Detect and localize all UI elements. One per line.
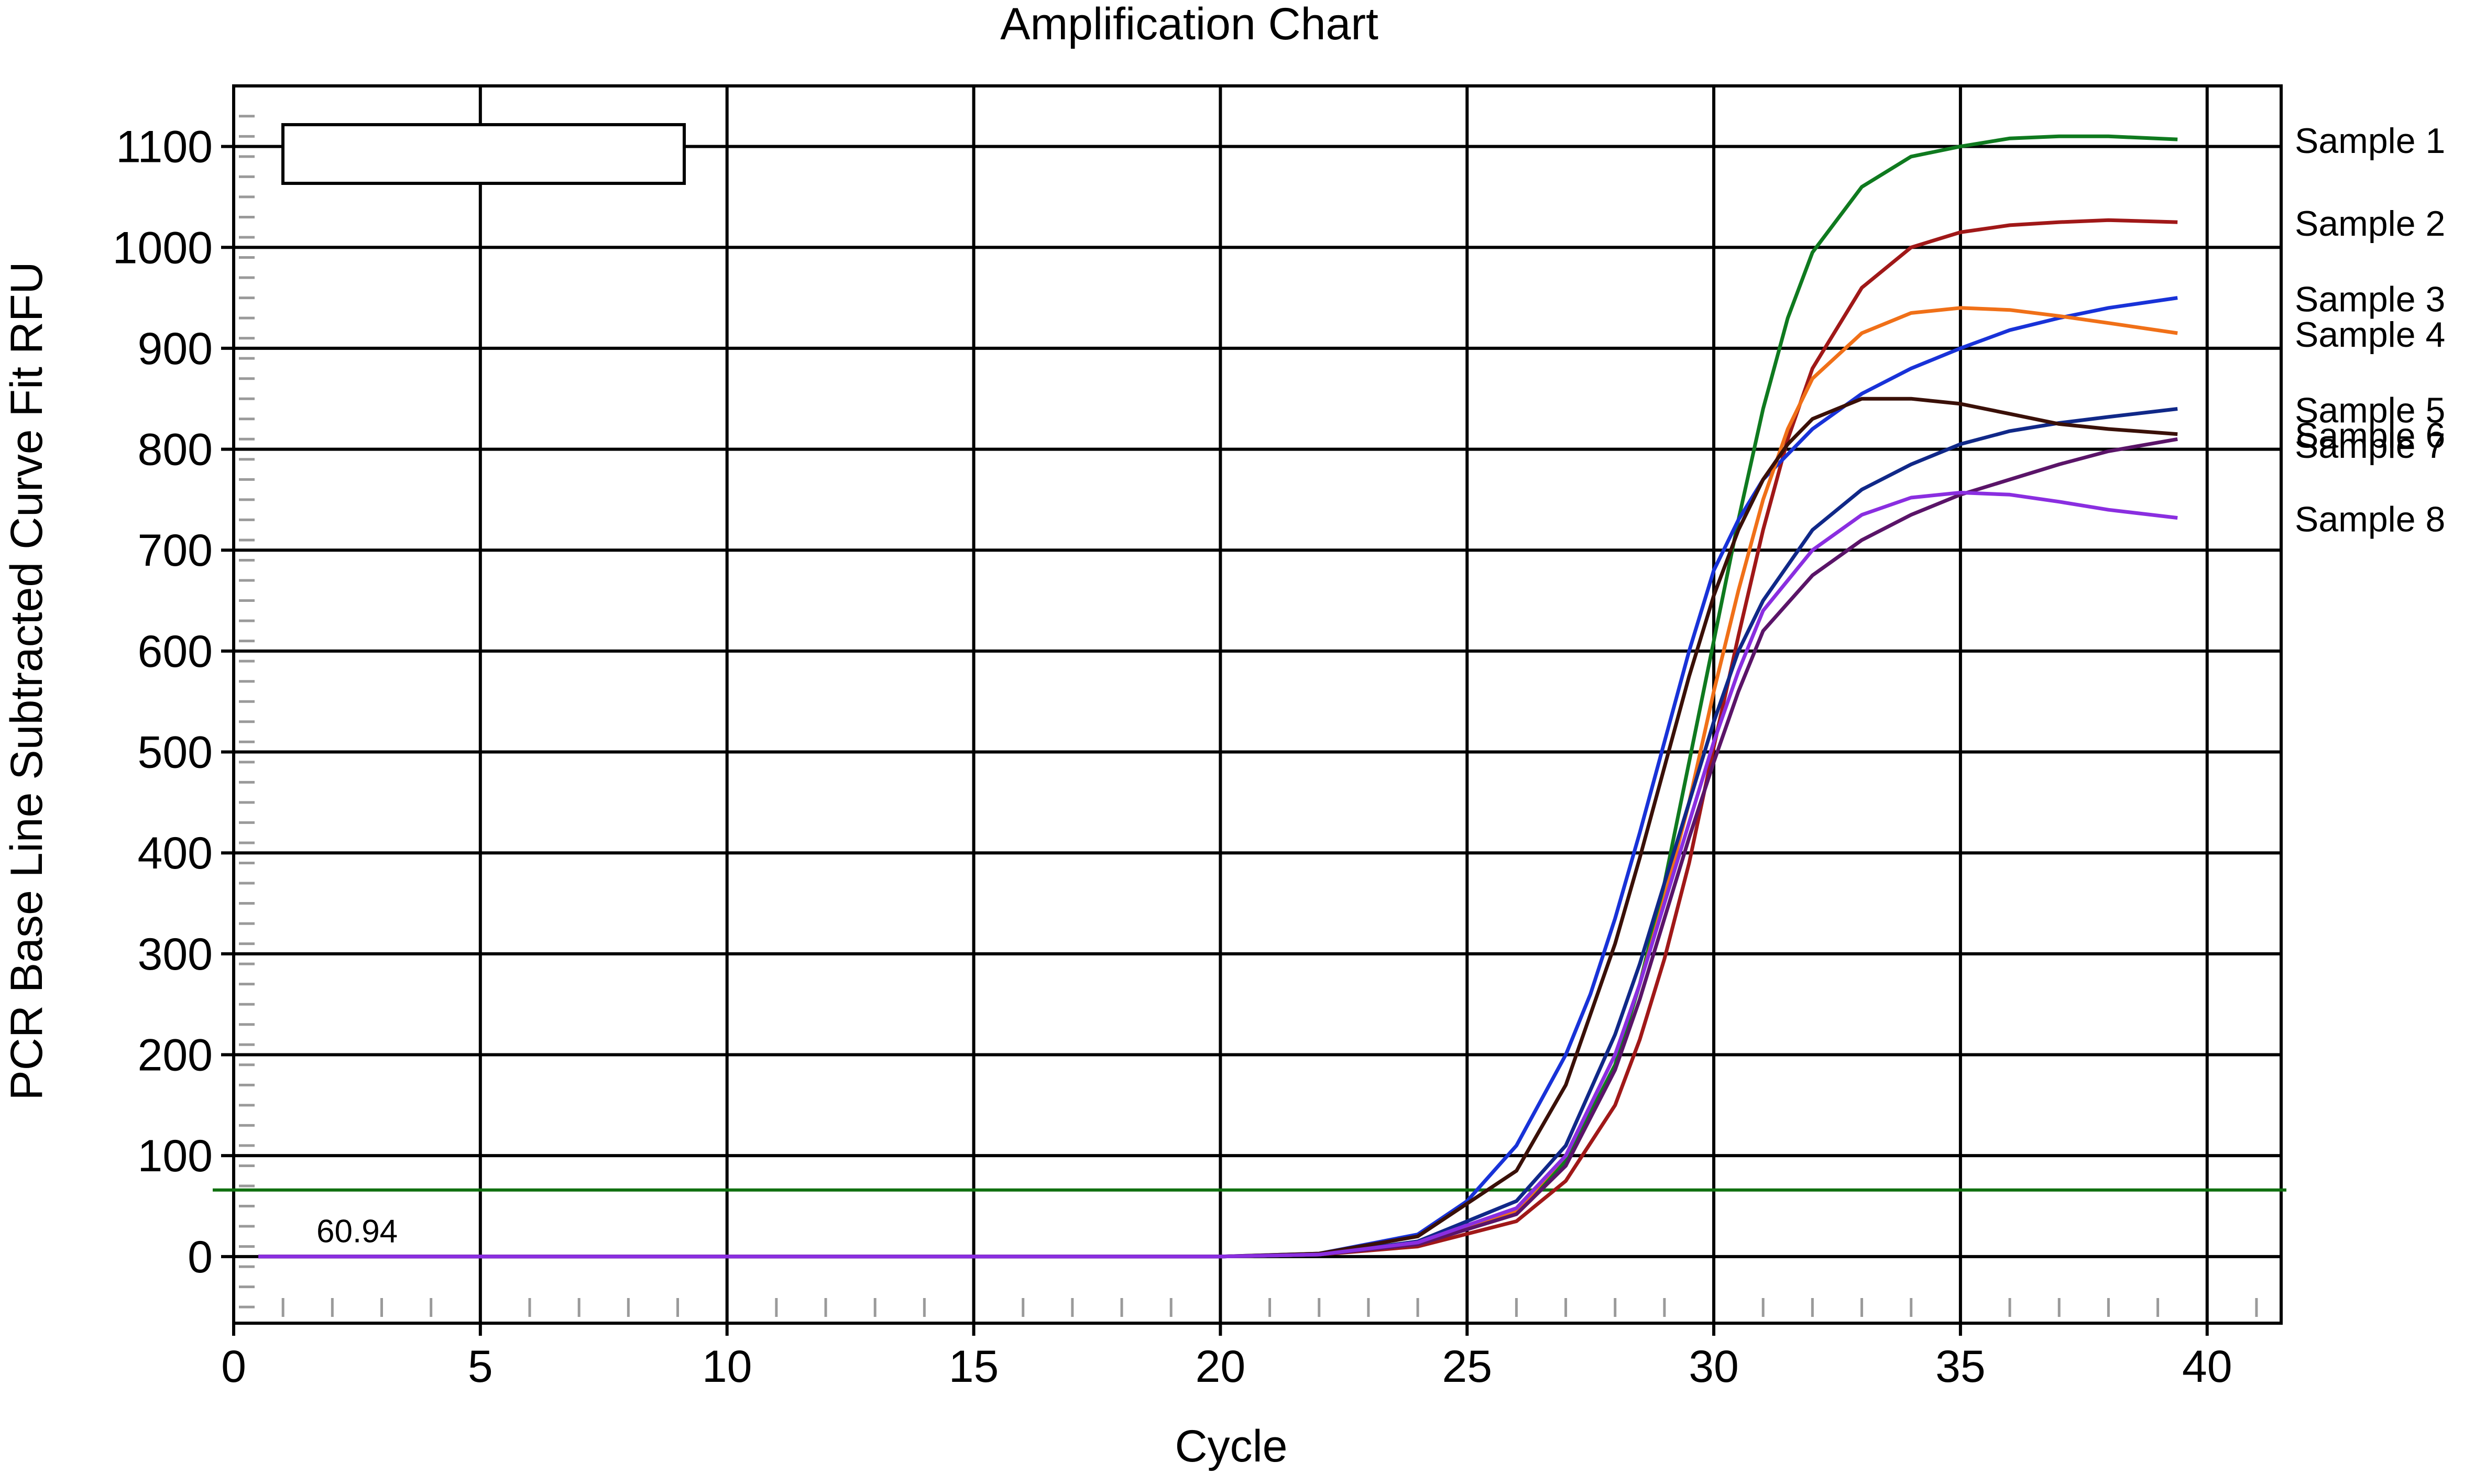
- x-tick-label: 10: [702, 1342, 752, 1392]
- series-label: Sample 8: [2295, 500, 2445, 540]
- series-label: Sample 6: [2295, 416, 2445, 456]
- y-tick-label: 800: [138, 425, 213, 475]
- plot-area: 0 100 200 300 400 500 600 700 800 900 1000 1100 0 5 10…: [113, 84, 2445, 1392]
- x-tick-label: 40: [2182, 1342, 2232, 1392]
- y-tick-label: 1000: [113, 223, 213, 273]
- series-label: Sample 4: [2295, 315, 2445, 355]
- x-tick-label: 35: [1935, 1342, 1986, 1392]
- series-label: Sample 1: [2295, 121, 2445, 161]
- series-label: Sample 7: [2295, 426, 2445, 466]
- series-line: [258, 407, 2178, 1259]
- x-tick-label: 0: [221, 1342, 246, 1392]
- x-tick-label: 30: [1689, 1342, 1739, 1392]
- y-tick-label: 700: [138, 525, 213, 576]
- y-tick-label: 0: [188, 1232, 213, 1282]
- y-tick-label: 100: [138, 1131, 213, 1181]
- series-line: [258, 490, 2178, 1259]
- series-label: Sample 5: [2295, 391, 2445, 431]
- threshold-label: 60.94: [316, 1214, 398, 1250]
- series-label: Sample 3: [2295, 280, 2445, 320]
- plot-frame: [232, 84, 2283, 1325]
- y-axis-title: PCR Base Line Subtracted Curve Fit RFU: [2, 261, 52, 1100]
- y-tick-label: 1100: [116, 122, 213, 172]
- y-tick-label: 400: [138, 828, 213, 878]
- x-tick-label: 15: [949, 1342, 999, 1392]
- y-tick-label: 600: [138, 626, 213, 677]
- legend-box: [281, 123, 686, 185]
- y-tick-label: 300: [138, 929, 213, 980]
- series-line: [258, 397, 2178, 1259]
- y-tick-label: 200: [138, 1030, 213, 1081]
- x-axis-title: Cycle: [1175, 1421, 1287, 1471]
- y-tick-label: 900: [138, 324, 213, 374]
- x-tick-label: 25: [1442, 1342, 1492, 1392]
- x-tick-label: 5: [468, 1342, 493, 1392]
- series-label: Sample 2: [2295, 204, 2445, 244]
- series-line: [258, 437, 2178, 1259]
- chart-title: Amplification Chart: [1000, 0, 1378, 49]
- series-line: [258, 296, 2178, 1259]
- y-tick-label: 500: [138, 728, 213, 778]
- x-tick-label: 20: [1196, 1342, 1246, 1392]
